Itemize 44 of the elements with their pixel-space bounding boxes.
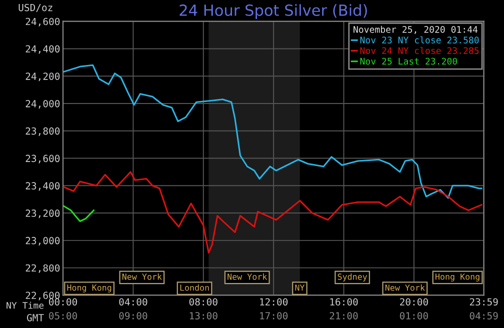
y-tick-label: 24,400 [26,45,60,54]
x-tick-label: 23:59 [470,298,498,306]
y-tick-label: 23,400 [26,182,60,191]
annotation: London [180,284,209,291]
x2-tick-label: 13:00 [190,312,218,320]
legend-label: Nov 25 Last 23.200 [360,58,458,65]
y-tick-label: 23,600 [26,154,60,164]
x2-tick-label: 17:00 [260,312,288,320]
annotation: New York [122,273,162,280]
x2-tick-label: 09:00 [119,312,148,320]
annotation: Hong Kong [67,284,112,292]
line-series [63,64,482,199]
y-tick-label: 24,000 [26,100,60,109]
chart-title: 24 Hour Spot Silver (Bid) [180,4,367,19]
x-tick-label: 16:00 [330,298,358,306]
x2-tick-label: 05:00 [49,312,78,320]
y-tick-label: 22,600 [26,292,60,300]
x-tick-label: 20:00 [400,298,428,306]
x-tick-label: 04:00 [119,298,148,306]
x2-tick-label: 01:00 [400,312,428,320]
x-tick-label: 12:00 [260,298,288,306]
legend-label: Nov 23 NY close 23.580 [360,36,479,44]
x2-tick-label: 04:59 [470,312,498,320]
line-series [63,171,482,254]
annotation: New York [228,273,268,280]
annotation: New York [385,284,425,291]
x-tick-label: 00:00 [49,298,78,306]
x-tick-label: 08:00 [189,298,218,306]
annotation: Hong Kong [436,274,480,282]
legend-title: November 25, 2020 01:44 [354,26,478,34]
x-axis-title: NY Time [6,302,44,309]
y-axis-title: USD/oz [18,4,52,12]
legend-label: Nov 24 NY close 23.285 [360,47,479,54]
y-tick-label: 24,600 [26,18,60,26]
y-tick-label: 24,200 [26,72,60,82]
y-tick-label: 22,800 [26,264,60,273]
x2-axis-title: GMT [26,314,44,322]
y-tick-label: 23,200 [26,210,60,218]
y-tick-label: 23,800 [26,127,60,136]
line-series [63,205,94,222]
y-tick-label: 23,000 [26,236,60,246]
x2-tick-label: 21:00 [330,312,358,320]
annotation: Sydney [338,273,368,282]
annotation: NY [295,284,305,291]
